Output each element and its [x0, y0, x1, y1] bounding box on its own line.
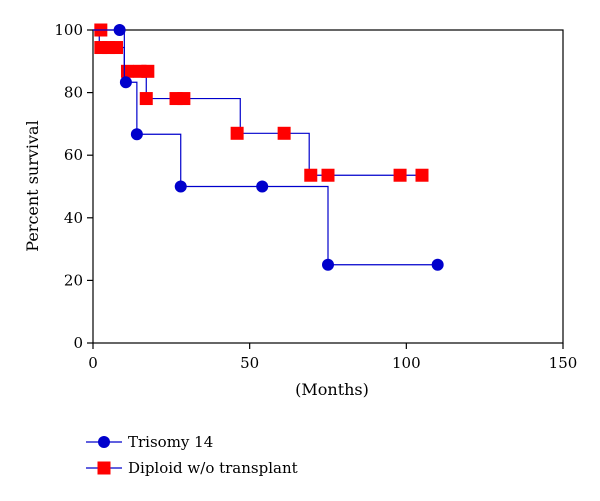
x-tick-label: 150 — [549, 354, 578, 372]
legend-marker-trisomy-14 — [98, 436, 110, 448]
x-axis-label: (Months) — [295, 380, 369, 399]
diploid-w-o-transplant-point — [141, 64, 155, 78]
trisomy-14-point — [130, 128, 143, 141]
trisomy-14-point — [322, 258, 334, 271]
diploid-w-o-transplant-point — [139, 92, 153, 106]
y-tick-label: 80 — [64, 84, 83, 102]
trisomy-14-point — [256, 180, 269, 193]
legend-marker-diploid-w-o-transplant — [97, 461, 111, 475]
series-layer — [93, 23, 444, 271]
y-tick-label: 20 — [64, 271, 83, 289]
x-tick-label: 50 — [240, 354, 259, 372]
trisomy-14-survival-line — [93, 29, 438, 266]
y-tick-label: 0 — [73, 334, 83, 352]
trisomy-14-point — [113, 24, 126, 36]
y-axis-label: Percent survival — [23, 120, 42, 251]
diploid-w-o-transplant-point — [321, 168, 335, 182]
x-tick-label: 0 — [88, 354, 98, 372]
legend: Trisomy 14 Diploid w/o transplant — [86, 433, 298, 477]
legend-label-diploid-w-o-transplant: Diploid w/o transplant — [128, 459, 298, 477]
diploid-w-o-transplant-point — [415, 168, 429, 182]
y-tick-label: 100 — [54, 21, 83, 39]
x-tick-label: 100 — [392, 354, 421, 372]
axis-ticks: 0 50 100 150 0 20 40 60 80 100 — [54, 21, 577, 372]
diploid-w-o-transplant-point — [277, 126, 291, 140]
diploid-w-o-transplant-point — [230, 126, 244, 140]
diploid-w-o-transplant-point — [110, 41, 123, 55]
legend-label-trisomy-14: Trisomy 14 — [128, 433, 213, 451]
trisomy-14-point — [431, 258, 444, 271]
trisomy-14-point — [174, 180, 187, 193]
diploid-w-o-transplant-point — [177, 92, 191, 106]
y-tick-label: 40 — [64, 209, 83, 227]
y-tick-label: 60 — [64, 146, 83, 164]
diploid-w-o-transplant-point — [120, 64, 134, 78]
diploid-w-o-transplant-point — [393, 168, 407, 182]
plot-frame — [92, 29, 564, 344]
diploid-w-o-transplant-point — [304, 168, 318, 182]
trisomy-14-point — [119, 76, 132, 89]
